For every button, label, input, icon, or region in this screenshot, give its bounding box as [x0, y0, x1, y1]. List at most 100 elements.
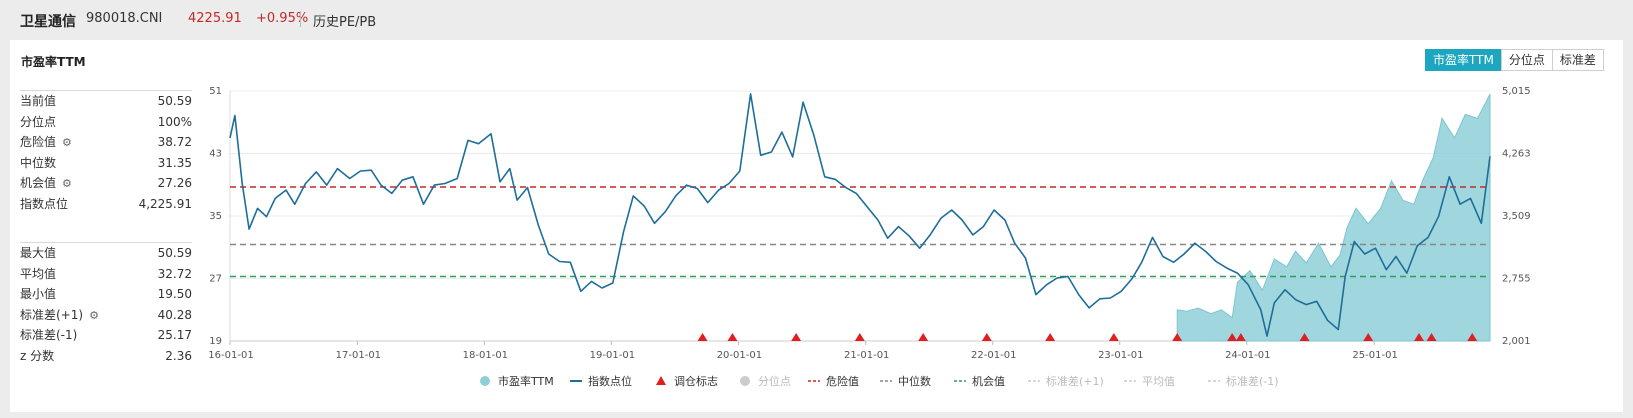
y-right-tick-label: 3,509: [1502, 211, 1531, 222]
y-right-tick-label: 2,001: [1502, 336, 1531, 347]
metric-toggle-group: 市盈率TTM 分位点 标准差: [1425, 49, 1604, 71]
x-tick-label: 19-01-01: [590, 350, 635, 361]
stat-row-min: 最小值 19.50: [20, 284, 192, 305]
valuation-panel: 市盈率TTM 市盈率TTM 分位点 标准差 当前值 50.59 分位点 100% 危…: [10, 40, 1623, 412]
stat-row-index-level: 指数点位 4,225.91: [20, 194, 192, 215]
legend-label: 市盈率TTM: [498, 374, 554, 388]
stat-row-current: 当前值 50.59: [20, 91, 192, 112]
y-right-tick-label: 4,263: [1502, 149, 1531, 160]
history-pe-pb-link[interactable]: 历史PE/PB: [313, 15, 377, 30]
legend-dot: [480, 376, 490, 386]
index-change: +0.95%: [256, 11, 309, 26]
stat-row-zscore: z 分数 2.36: [20, 346, 192, 367]
rebalance-marker: [1414, 333, 1425, 341]
y-right-tick-label: 5,015: [1502, 86, 1531, 97]
pe-area-series: [1176, 93, 1491, 342]
stat-label: 指数点位: [20, 196, 69, 211]
stat-label: 标准差(+1): [20, 307, 84, 322]
stat-row-max: 最大值 50.59: [20, 243, 192, 264]
stat-row-mean: 平均值 32.72: [20, 264, 192, 285]
x-tick-label: 20-01-01: [717, 350, 762, 361]
legend-label: 平均值: [1142, 375, 1175, 388]
legend-label: 危险值: [826, 374, 859, 388]
gear-icon[interactable]: ⚙: [62, 136, 72, 149]
stats-group-distribution: 最大值 50.59 平均值 32.72 最小值 19.50 标准差(+1) ⚙ 40.28…: [20, 242, 192, 366]
x-tick-label: 18-01-01: [463, 350, 508, 361]
rebalance-marker: [697, 333, 708, 341]
rebalance-marker: [1363, 333, 1374, 341]
x-tick-label: 16-01-01: [208, 350, 253, 361]
y-left-tick-label: 35: [209, 211, 222, 222]
rebalance-marker: [854, 333, 865, 341]
stat-value: 100%: [157, 114, 192, 129]
rebalance-marker: [1467, 333, 1478, 341]
rebalance-marker: [1299, 333, 1310, 341]
header-bar: 卫星通信 980018.CNI 4225.91 +0.95% 历史PE/PB: [0, 0, 1633, 38]
index-code: 980018.CNI: [86, 11, 163, 26]
rebalance-marker: [1227, 333, 1238, 341]
x-tick-label: 22-01-01: [971, 350, 1016, 361]
rebalance-marker: [1172, 333, 1183, 341]
stat-value: 27.26: [157, 176, 192, 190]
index-line-series: [229, 93, 1491, 337]
stat-label: 标准差(-1): [20, 328, 78, 342]
y-left-tick-label: 43: [209, 149, 222, 160]
stat-label: 最大值: [20, 246, 57, 260]
stat-value: 32.72: [157, 266, 192, 281]
rebalance-marker: [1045, 333, 1056, 341]
y-left-tick-label: 27: [209, 274, 222, 285]
stat-value: 19.50: [157, 287, 192, 301]
legend-label: 中位数: [898, 374, 931, 388]
legend-label: 标准差(-1): [1226, 374, 1279, 388]
rebalance-marker: [791, 333, 802, 341]
legend-label: 指数点位: [588, 374, 632, 388]
stat-row-std-plus: 标准差(+1) ⚙ 40.28: [20, 305, 192, 326]
stat-label: 机会值: [20, 176, 57, 190]
stat-row-std-minus: 标准差(-1) 25.17: [20, 325, 192, 346]
std-dev-button[interactable]: 标准差: [1551, 49, 1604, 71]
index-price: 4225.91: [188, 11, 242, 26]
stat-label: z 分数: [20, 348, 55, 363]
stat-value: 2.36: [165, 348, 192, 363]
x-tick-label: 17-01-01: [336, 350, 381, 361]
stat-label: 危险值: [20, 135, 57, 149]
stat-label: 分位点: [20, 114, 57, 129]
x-tick-label: 25-01-01: [1352, 350, 1397, 361]
stat-value: 31.35: [157, 155, 192, 170]
rebalance-marker: [981, 333, 992, 341]
x-tick-label: 23-01-01: [1098, 350, 1143, 361]
stat-label: 平均值: [20, 266, 57, 281]
rebalance-marker: [1235, 333, 1246, 341]
index-name: 卫星通信: [20, 14, 76, 30]
legend-label: 机会值: [972, 374, 1005, 388]
rebalance-marker: [1426, 333, 1437, 341]
legend-triangle: [656, 376, 666, 385]
y-right-tick-label: 2,755: [1502, 274, 1531, 285]
stat-value: 25.17: [157, 328, 192, 342]
x-tick-label: 24-01-01: [1225, 350, 1270, 361]
header-divider: [300, 11, 301, 27]
rebalance-marker: [1108, 333, 1119, 341]
y-left-tick-label: 19: [209, 336, 222, 347]
rebalance-marker: [727, 333, 738, 341]
panel-title: 市盈率TTM: [21, 55, 86, 69]
legend-label: 分位点: [758, 374, 791, 388]
stats-group-current: 当前值 50.59 分位点 100% 危险值 ⚙ 38.72 中位数 31.35 机会值 ⚙…: [20, 90, 192, 214]
stat-value: 50.59: [157, 246, 192, 260]
stat-label: 中位数: [20, 155, 57, 170]
legend-label: 标准差(+1): [1046, 374, 1104, 388]
stat-value: 50.59: [157, 94, 192, 108]
stat-value: 4,225.91: [138, 196, 192, 211]
stat-row-opportunity: 机会值 ⚙ 27.26: [20, 173, 192, 194]
stat-label: 最小值: [20, 287, 57, 301]
legend-dot: [740, 376, 750, 386]
x-tick-label: 21-01-01: [844, 350, 889, 361]
y-left-tick-label: 51: [209, 86, 222, 97]
legend-label: 调仓标志: [674, 374, 718, 388]
stat-row-danger: 危险值 ⚙ 38.72: [20, 132, 192, 153]
gear-icon[interactable]: ⚙: [89, 308, 99, 322]
pe-chart[interactable]: 19 2,001 27 2,755 35 3,509 43 4,263 51 5,015 16-01…: [10, 40, 1623, 412]
gear-icon[interactable]: ⚙: [62, 177, 72, 190]
stat-value: 40.28: [157, 307, 192, 322]
rebalance-marker: [918, 333, 929, 341]
